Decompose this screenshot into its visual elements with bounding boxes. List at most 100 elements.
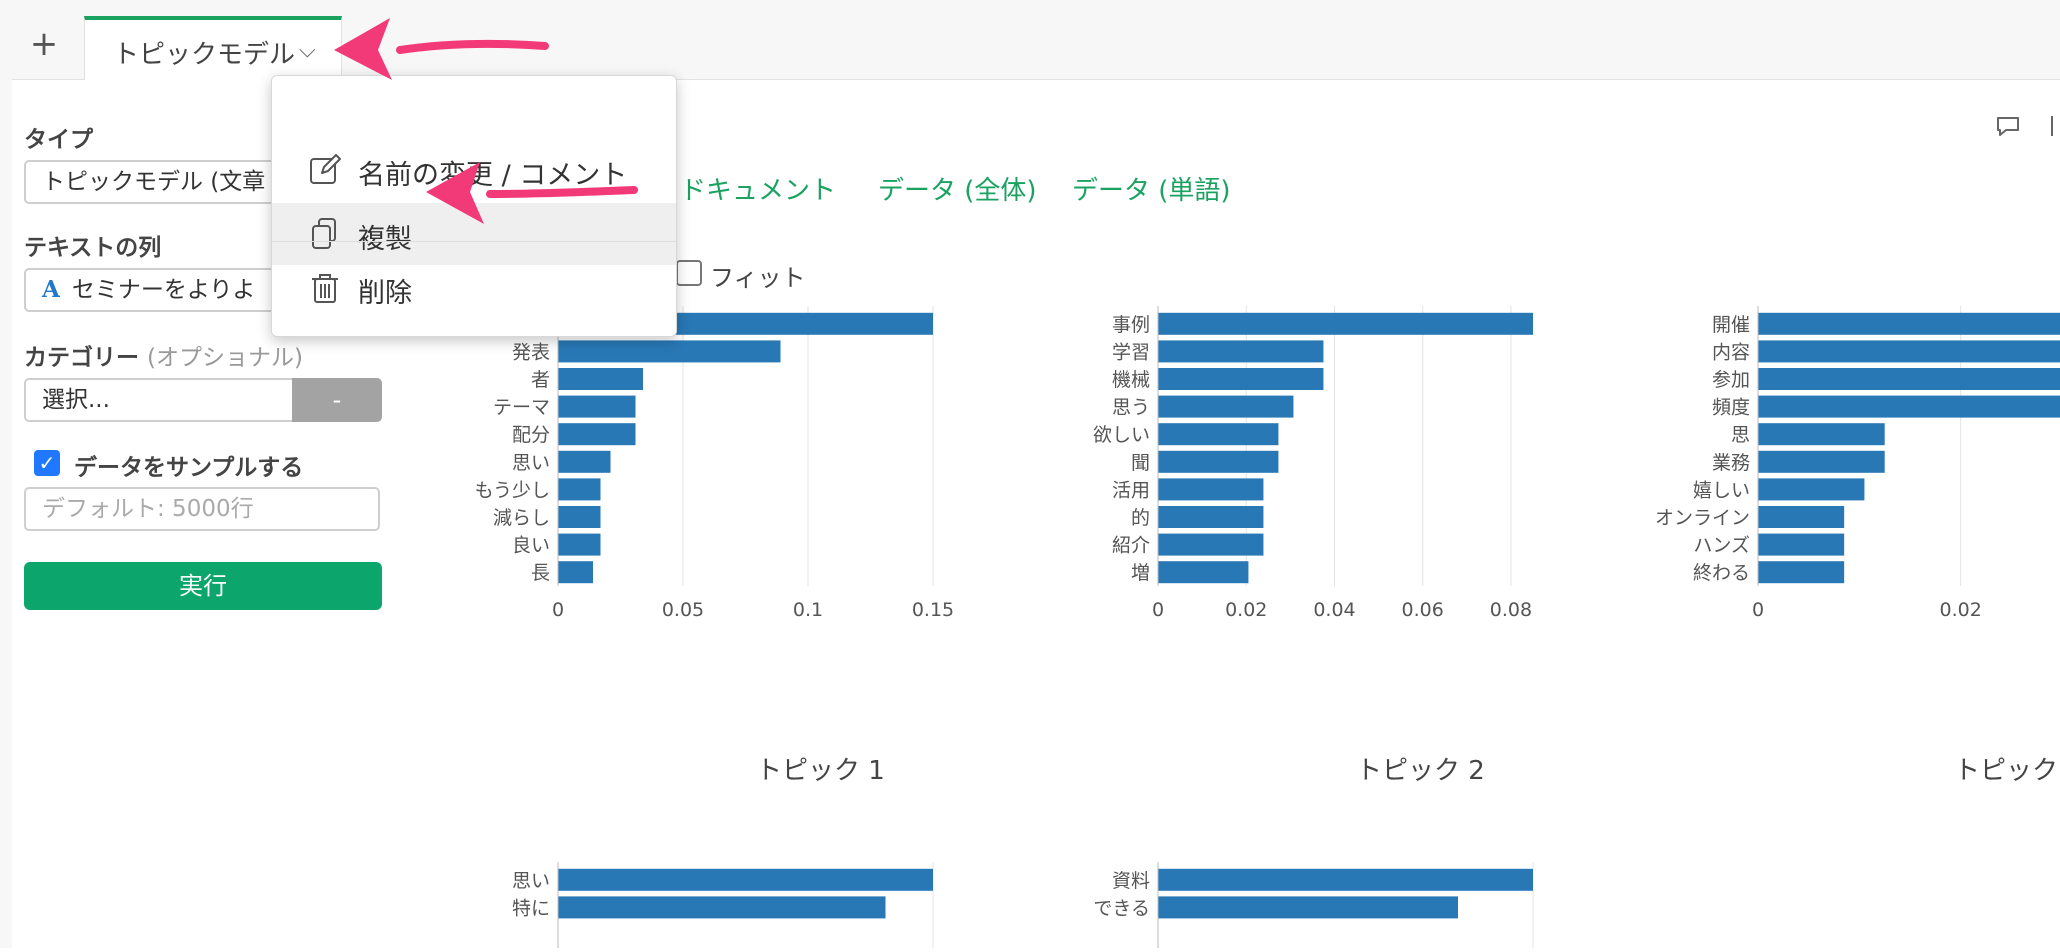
trash-icon <box>312 274 338 303</box>
category-label: 発表 <box>512 341 550 363</box>
menu-item-rename[interactable]: 名前の変更 / コメント <box>272 139 676 201</box>
category-label: 頻度 <box>1712 397 1750 419</box>
bar-3-10 <box>1758 561 1845 584</box>
comment-icon[interactable] <box>1994 112 2022 146</box>
category-label: 活用 <box>1112 479 1150 501</box>
sample-size-placeholder: デフォルト: 5000行 <box>42 496 254 522</box>
x-tick-label: 0.15 <box>912 599 954 621</box>
x-tick-label: 0.08 <box>1490 599 1532 621</box>
bar-3-9 <box>1758 533 1845 556</box>
category-label: 終わる <box>1693 562 1750 584</box>
type-label: タイプ <box>24 127 93 153</box>
bar-1-4 <box>558 395 636 418</box>
category-select[interactable]: 選択... <box>24 378 294 422</box>
menu-item-rename-label: 名前の変更 / コメント <box>358 160 628 191</box>
sample-checkbox[interactable]: ✓ <box>34 450 60 476</box>
bar-3-6 <box>1758 450 1885 473</box>
category-label: もう少し <box>475 479 550 501</box>
menu-item-delete-label: 削除 <box>358 278 412 309</box>
sample-size-input[interactable]: デフォルト: 5000行 <box>24 487 380 531</box>
bar-1-8 <box>558 506 601 528</box>
category-label: ハンズ <box>1693 535 1750 557</box>
bar-2-8 <box>1158 506 1264 528</box>
menu-item-duplicate-label: 複製 <box>358 224 412 255</box>
x-tick-label: 0.1 <box>793 599 823 621</box>
annotation-arrow-tab <box>334 18 549 80</box>
category-label: 増 <box>1131 562 1150 584</box>
bar-1-2 <box>558 340 781 363</box>
bar-3-7 <box>1758 478 1865 501</box>
tab-bar: + トピックモデル ⌵ <box>0 0 2060 80</box>
bar-3-5 <box>1758 423 1885 446</box>
x-tick-label: 0.06 <box>1402 599 1444 621</box>
category-label: 思う <box>1112 397 1150 419</box>
bar-2-10 <box>1158 561 1249 584</box>
annotation-arrow-duplicate <box>426 162 638 224</box>
category-label-text: カテゴリー <box>24 345 139 371</box>
category-label: 思 <box>1731 424 1750 446</box>
tab-documents[interactable]: ドキュメント <box>680 176 837 206</box>
category-optional: (オプショナル) <box>147 345 303 371</box>
bar-3-8 <box>1758 506 1845 528</box>
bar-4-2 <box>558 896 886 919</box>
fit-checkbox[interactable] <box>676 260 702 286</box>
category-label: 配分 <box>512 424 550 446</box>
bar-1-5 <box>558 423 636 446</box>
bar-2-7 <box>1158 478 1264 501</box>
bar-5-1 <box>1158 868 1533 891</box>
category-label: 欲しい <box>1093 424 1150 446</box>
category-label: 聞 <box>1131 452 1150 474</box>
category-label: 的 <box>1131 507 1150 529</box>
topic-1-title: トピック 1 <box>756 756 885 786</box>
topic-chart-2: 事例 学習 機械 思う 欲しい聞活用的紹介増 0 0.02 0.04 0.06 0.08 <box>1040 306 1680 734</box>
category-label: 内容 <box>1712 341 1750 363</box>
bar-1-3 <box>558 368 643 390</box>
topic-chart-1: 時間発表者テーマ配分思いもう少し減らし良い長00.050.10.15 <box>440 306 1080 734</box>
category-select-value: 選択... <box>42 387 110 413</box>
x-tick-label: 0.02 <box>1225 599 1267 621</box>
category-label: 事例 <box>1112 314 1150 336</box>
run-button[interactable]: 実行 <box>24 562 382 610</box>
x-tick-label: 0 <box>1752 599 1764 621</box>
edit-icon <box>310 154 341 184</box>
category-label: 開催 <box>1712 314 1750 336</box>
category-label: 紹介 <box>1112 535 1150 557</box>
category-label: 参加 <box>1712 369 1750 391</box>
bar-2-1 <box>1158 312 1533 335</box>
category-label: テーマ <box>493 397 550 419</box>
more-icon[interactable] <box>2050 112 2060 146</box>
text-column-value: セミナーをよりよ <box>71 277 256 303</box>
sample-label: データをサンプルする <box>74 455 304 481</box>
category-label: 思い <box>512 870 550 892</box>
topic-2-title: トピック 2 <box>1356 756 1485 786</box>
topic-chart-5: 資料 できる <box>1040 862 1680 952</box>
category-label: オンライン <box>1655 507 1750 529</box>
tab-topic-model[interactable]: トピックモデル ⌵ <box>84 16 342 80</box>
chevron-down-icon[interactable]: ⌵ <box>299 38 316 63</box>
category-label: 良い <box>512 535 550 557</box>
category-clear-button[interactable]: - <box>292 378 382 422</box>
x-tick-label: 0.02 <box>1940 599 1982 621</box>
add-tab-button[interactable]: + <box>29 24 59 64</box>
tab-data-words[interactable]: データ (単語) <box>1072 176 1231 206</box>
left-gutter <box>0 79 12 948</box>
tab-data-all[interactable]: データ (全体) <box>878 176 1037 206</box>
category-label: 嬉しい <box>1693 479 1750 501</box>
bar-1-7 <box>558 478 601 501</box>
fit-label: フィット <box>710 264 806 292</box>
bar-1-6 <box>558 450 611 473</box>
type-select-value: トピックモデル (文章 <box>42 169 266 195</box>
category-label: 業務 <box>1712 452 1750 474</box>
category-label: 特に <box>512 897 550 919</box>
x-tick-label: 0.05 <box>662 599 704 621</box>
category-label: できる <box>1093 897 1150 919</box>
topic-3-title: トピック <box>1954 756 2059 786</box>
bar-3-3 <box>1758 368 2060 390</box>
tab-label: トピックモデル <box>113 40 296 70</box>
menu-item-delete[interactable]: 削除 <box>272 257 676 319</box>
topic-chart-4: 思い 特に <box>440 862 1080 952</box>
category-label: 減らし <box>493 507 550 529</box>
